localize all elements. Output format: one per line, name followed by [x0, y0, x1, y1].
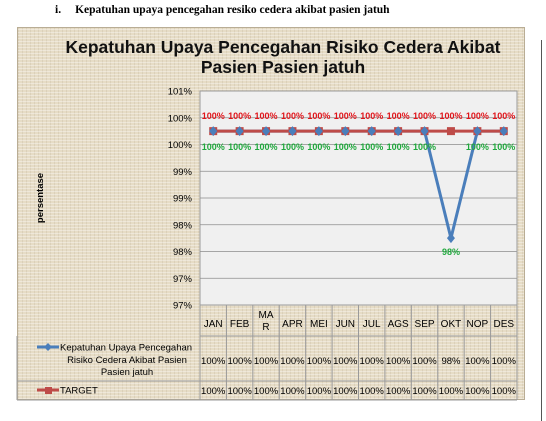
- series-2-data-label: 100%: [202, 111, 225, 121]
- table-cell-series-2: 100%: [360, 386, 385, 397]
- series-1-data-label: 100%: [387, 142, 410, 152]
- table-cell-series-2: 100%: [412, 386, 437, 397]
- table-cell-series-1: 100%: [465, 356, 490, 367]
- legend-marker-series-1: [44, 343, 52, 351]
- y-tick-label: 99%: [173, 194, 193, 205]
- table-cell-series-1: 98%: [441, 356, 461, 367]
- y-tick-label: 98%: [173, 220, 193, 231]
- series-1-data-label: 100%: [307, 142, 330, 152]
- x-tick-label: SEP: [415, 319, 435, 330]
- table-cell-series-1: 100%: [254, 356, 279, 367]
- series-2-data-label: 100%: [307, 111, 330, 121]
- x-tick-label: NOP: [467, 319, 489, 330]
- table-cell-series-2: 100%: [254, 386, 279, 397]
- table-cell-series-1: 100%: [307, 356, 332, 367]
- table-cell-series-2: 100%: [439, 386, 464, 397]
- x-tick-label: OKT: [441, 319, 462, 330]
- series-1-data-label: 100%: [466, 142, 489, 152]
- series-2-data-label: 100%: [360, 111, 383, 121]
- x-tick-label: R: [262, 322, 269, 333]
- section-heading: i. Kepatuhan upaya pencegahan resiko cede…: [55, 4, 390, 16]
- y-tick-label: 100%: [168, 113, 193, 124]
- series-1-point: [499, 126, 508, 137]
- series-2-data-label: 100%: [228, 111, 251, 121]
- series-1-point: [209, 126, 218, 137]
- page-edge-line: [541, 40, 542, 421]
- series-2-data-label: 100%: [334, 111, 357, 121]
- table-cell-series-1: 100%: [492, 356, 517, 367]
- table-cell-series-1: 100%: [201, 356, 226, 367]
- series-1-point: [288, 126, 297, 137]
- series-2-data-label: 100%: [439, 111, 462, 121]
- series-1-data-label: 100%: [281, 142, 304, 152]
- table-cell-series-2: 100%: [386, 386, 411, 397]
- chart-title-line: Kepatuhan Upaya Pencegahan Risiko Cedera…: [65, 37, 500, 57]
- y-tick-label: 97%: [173, 274, 193, 285]
- series-1-data-label: 100%: [202, 142, 225, 152]
- series-1-data-label: 100%: [334, 142, 357, 152]
- series-2-data-label: 100%: [255, 111, 278, 121]
- table-cell-series-1: 100%: [360, 356, 385, 367]
- series-1-data-label: 100%: [413, 142, 436, 152]
- legend-label-series-1: Risiko Cedera Akibat Pasien: [67, 355, 187, 366]
- y-tick-label: 101%: [168, 87, 193, 98]
- x-tick-label: AGS: [388, 319, 409, 330]
- x-tick-label: MA: [259, 310, 274, 321]
- heading-text: Kepatuhan upaya pencegahan resiko cedera…: [75, 4, 390, 16]
- y-axis-label: persentase: [35, 173, 46, 223]
- series-1-data-label: 100%: [228, 142, 251, 152]
- x-tick-label: JUL: [363, 319, 381, 330]
- series-2-data-label: 100%: [492, 111, 515, 121]
- series-1-point: [367, 126, 376, 137]
- table-cell-series-2: 100%: [333, 386, 358, 397]
- series-2-point: [446, 127, 455, 136]
- x-tick-label: JAN: [204, 319, 223, 330]
- x-tick-label: APR: [282, 319, 303, 330]
- table-cell-series-1: 100%: [227, 356, 252, 367]
- x-tick-label: MEI: [310, 319, 328, 330]
- table-cell-series-1: 100%: [333, 356, 358, 367]
- series-1-point: [341, 126, 350, 137]
- legend-label-series-1: Kepatuhan Upaya Pencegahan: [60, 343, 192, 354]
- series-1-point: [235, 126, 244, 137]
- series-2-data-label: 100%: [466, 111, 489, 121]
- x-tick-label: JUN: [336, 319, 355, 330]
- table-cell-series-2: 100%: [492, 386, 517, 397]
- chart-title-line: Pasien Pasien jatuh: [201, 57, 365, 77]
- table-cell-series-2: 100%: [227, 386, 252, 397]
- series-2-data-label: 100%: [413, 111, 436, 121]
- series-1-point: [473, 126, 482, 137]
- legend-marker-series-2: [45, 387, 52, 394]
- x-tick-label: FEB: [230, 319, 250, 330]
- legend-label-series-2: TARGET: [60, 386, 98, 397]
- table-cell-series-1: 100%: [386, 356, 411, 367]
- y-tick-label: 98%: [173, 247, 193, 258]
- x-tick-label: DES: [494, 319, 515, 330]
- y-tick-label: 100%: [168, 140, 193, 151]
- series-1-data-label: 100%: [360, 142, 383, 152]
- series-1-data-label: 98%: [442, 247, 460, 257]
- series-1-point: [446, 233, 455, 244]
- heading-number: i.: [55, 4, 62, 16]
- series-1-data-label: 100%: [492, 142, 515, 152]
- y-tick-label: 97%: [173, 301, 193, 312]
- y-tick-label: 99%: [173, 167, 193, 178]
- legend-label-series-1: Pasien jatuh: [101, 367, 153, 378]
- table-cell-series-2: 100%: [201, 386, 226, 397]
- series-2-data-label: 100%: [281, 111, 304, 121]
- table-cell-series-1: 100%: [280, 356, 305, 367]
- series-1-point: [262, 126, 271, 137]
- series-1-point: [420, 126, 429, 137]
- table-cell-series-2: 100%: [465, 386, 490, 397]
- series-2-data-label: 100%: [387, 111, 410, 121]
- series-1-point: [394, 126, 403, 137]
- table-cell-series-1: 100%: [412, 356, 437, 367]
- series-1-point: [314, 126, 323, 137]
- table-cell-series-2: 100%: [280, 386, 305, 397]
- series-1-data-label: 100%: [255, 142, 278, 152]
- table-cell-series-2: 100%: [307, 386, 332, 397]
